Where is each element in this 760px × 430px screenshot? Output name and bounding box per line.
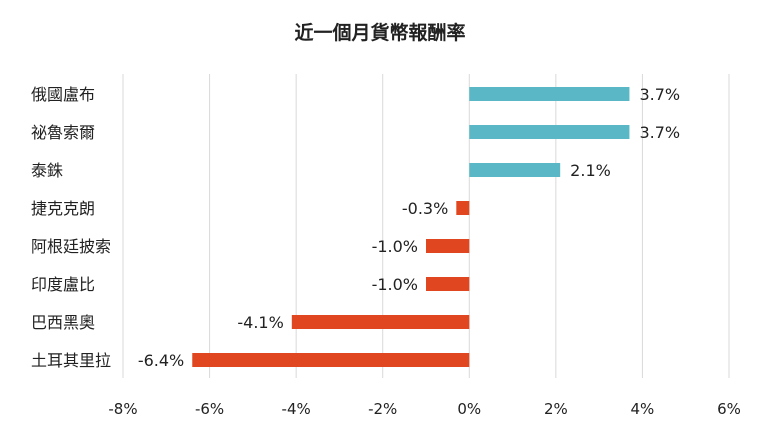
data-label: -6.4%: [138, 351, 184, 370]
x-tick-label: -8%: [108, 400, 137, 418]
category-label: 巴西黑奧: [31, 313, 95, 332]
bar: [456, 201, 470, 215]
bar: [192, 353, 470, 367]
data-label: 3.7%: [639, 123, 680, 142]
bar: [426, 239, 470, 253]
bar: [469, 87, 630, 101]
x-tick-label: 4%: [631, 400, 655, 418]
category-label: 土耳其里拉: [31, 351, 111, 370]
x-tick-label: 6%: [717, 400, 741, 418]
bar: [469, 163, 561, 177]
category-label: 捷克克朗: [31, 199, 95, 218]
data-label: -1.0%: [372, 237, 418, 256]
chart-title: 近一個月貨幣報酬率: [294, 22, 466, 44]
category-label: 阿根廷披索: [31, 237, 111, 256]
x-tick-label: -6%: [195, 400, 224, 418]
x-tick-label: -4%: [282, 400, 311, 418]
data-label: 2.1%: [570, 161, 611, 180]
bar: [291, 315, 470, 329]
bar: [469, 125, 630, 139]
x-tick-label: 0%: [457, 400, 481, 418]
data-label: 3.7%: [639, 85, 680, 104]
category-label: 祕魯索爾: [31, 123, 95, 142]
category-label: 泰銖: [31, 161, 63, 180]
category-label: 俄國盧布: [31, 85, 95, 104]
data-label: -4.1%: [237, 313, 283, 332]
x-tick-label: -2%: [368, 400, 397, 418]
x-tick-label: 2%: [544, 400, 568, 418]
bar: [426, 277, 470, 291]
data-label: -0.3%: [402, 199, 448, 218]
data-label: -1.0%: [372, 275, 418, 294]
category-label: 印度盧比: [31, 275, 95, 294]
